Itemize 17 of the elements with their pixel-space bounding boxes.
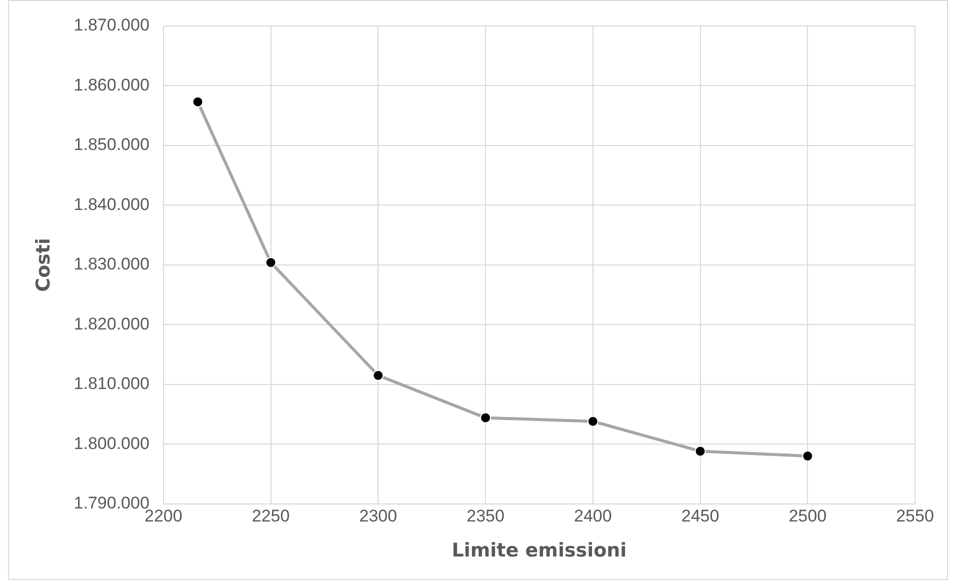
x-axis-title: Limite emissioni [452, 540, 627, 562]
y-tick-label: 1.810.000 [74, 374, 150, 394]
y-tick-label: 1.800.000 [74, 434, 150, 453]
y-tick-label: 1.860.000 [74, 75, 150, 94]
x-tick-label: 2400 [574, 506, 612, 526]
x-tick-label: 2300 [359, 506, 398, 526]
y-tick-label: 1.840.000 [74, 194, 150, 214]
y-tick-label: 1.870.000 [74, 16, 150, 35]
y-tick-label: 1.820.000 [74, 314, 150, 334]
x-tick-label: 2500 [788, 506, 827, 526]
x-tick-label: 2350 [466, 506, 504, 526]
x-tick-label: 2250 [252, 506, 290, 526]
y-tick-label: 1.850.000 [74, 135, 150, 154]
x-tick-label: 2550 [896, 506, 934, 526]
x-tick-label: 2450 [681, 506, 720, 526]
y-tick-label: 1.830.000 [74, 254, 150, 274]
y-axis-title: Costi [32, 238, 54, 292]
